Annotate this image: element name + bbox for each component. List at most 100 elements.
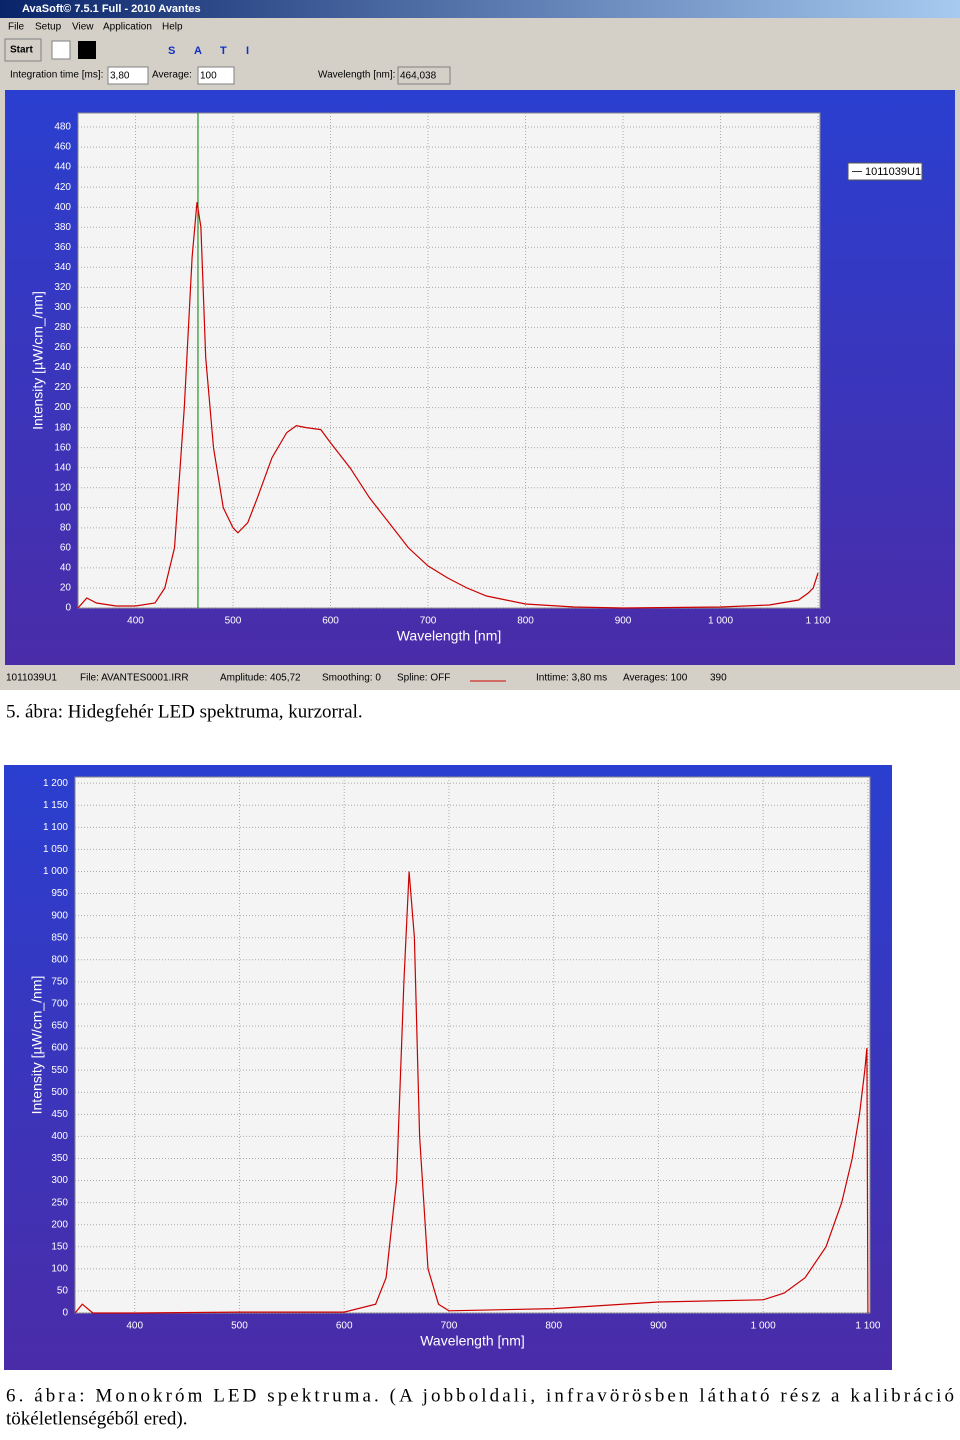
x-tick-label: 600 xyxy=(336,1321,353,1332)
series-line xyxy=(77,202,819,609)
status-item: 390 xyxy=(710,673,727,684)
y-tick-label: 380 xyxy=(54,222,71,233)
field-label: Average: xyxy=(152,70,192,81)
field-label: Wavelength [nm]: xyxy=(318,70,395,81)
menu-item[interactable]: Application xyxy=(103,22,152,33)
tool-button[interactable]: T xyxy=(220,45,227,57)
y-tick-label: 1 150 xyxy=(43,800,68,811)
field-value: 464,038 xyxy=(400,71,437,82)
y-tick-label: 100 xyxy=(51,1263,68,1274)
menu-item[interactable]: Help xyxy=(162,22,183,33)
menu-item[interactable]: Setup xyxy=(35,22,62,33)
x-tick-label: 1 100 xyxy=(855,1321,880,1332)
x-tick-label: 900 xyxy=(615,616,632,627)
y-tick-label: 300 xyxy=(51,1175,68,1186)
y-tick-label: 160 xyxy=(54,442,71,453)
series-line xyxy=(74,871,869,1314)
caption: 5. ábra: Hidegfehér LED spektruma, kurzo… xyxy=(6,701,363,722)
button-label[interactable]: Start xyxy=(10,45,33,56)
field-label: Integration time [ms]: xyxy=(10,70,103,81)
tool-button[interactable] xyxy=(78,41,96,59)
y-tick-label: 1 000 xyxy=(43,866,68,877)
input[interactable] xyxy=(107,66,149,85)
y-axis-title: Intensity [µW/cm_/nm] xyxy=(30,291,46,430)
y-tick-label: 150 xyxy=(51,1241,68,1252)
x-tick-label: 400 xyxy=(127,616,144,627)
field-value: 100 xyxy=(200,71,217,82)
y-tick-label: 120 xyxy=(54,482,71,493)
plot-area xyxy=(77,112,821,609)
input[interactable] xyxy=(197,66,235,85)
y-tick-label: 340 xyxy=(54,262,71,273)
x-tick-label: 1 000 xyxy=(751,1321,776,1332)
x-tick-label: 500 xyxy=(231,1321,248,1332)
y-tick-label: 140 xyxy=(54,462,71,473)
x-tick-label: 800 xyxy=(517,616,534,627)
y-tick-label: 0 xyxy=(62,1308,68,1319)
y-tick-label: 280 xyxy=(54,322,71,333)
x-axis-title: Wavelength [nm] xyxy=(420,1333,525,1349)
legend-label: 1011039U1 xyxy=(865,166,921,178)
x-tick-label: 900 xyxy=(650,1321,667,1332)
y-tick-label: 900 xyxy=(51,910,68,921)
y-tick-label: 1 200 xyxy=(43,778,68,789)
y-tick-label: 250 xyxy=(51,1197,68,1208)
y-tick-label: 300 xyxy=(54,302,71,313)
y-tick-label: 400 xyxy=(54,202,71,213)
button[interactable] xyxy=(4,38,42,62)
tool-button[interactable] xyxy=(51,40,71,60)
y-tick-label: 320 xyxy=(54,282,71,293)
status-item: 1011039U1 xyxy=(6,673,57,684)
x-tick-label: 500 xyxy=(225,616,242,627)
status-item: Smoothing: 0 xyxy=(322,673,381,684)
y-tick-label: 220 xyxy=(54,382,71,393)
y-tick-label: 400 xyxy=(51,1131,68,1142)
status-item: Inttime: 3,80 ms xyxy=(536,673,607,684)
caption: 6. ábra: Monokróm LED spektruma. (A jobb… xyxy=(6,1385,954,1406)
x-tick-label: 800 xyxy=(545,1321,562,1332)
y-tick-label: 600 xyxy=(51,1043,68,1054)
y-tick-label: 700 xyxy=(51,999,68,1010)
y-tick-label: 180 xyxy=(54,422,71,433)
status-item: Amplitude: 405,72 xyxy=(220,673,301,684)
y-tick-label: 850 xyxy=(51,932,68,943)
tool-button[interactable]: I xyxy=(246,45,249,57)
field-value: 3,80 xyxy=(110,71,130,82)
y-tick-label: 350 xyxy=(51,1153,68,1164)
y-tick-label: 1 050 xyxy=(43,844,68,855)
x-tick-label: 700 xyxy=(441,1321,458,1332)
x-tick-label: 1 100 xyxy=(806,616,831,627)
y-tick-label: 100 xyxy=(54,502,71,513)
tool-button[interactable]: S xyxy=(168,45,175,57)
menu-item[interactable]: View xyxy=(72,22,94,33)
y-tick-label: 500 xyxy=(51,1087,68,1098)
y-tick-label: 200 xyxy=(51,1219,68,1230)
x-tick-label: 1 000 xyxy=(708,616,733,627)
y-tick-label: 20 xyxy=(60,583,72,594)
x-tick-label: 600 xyxy=(322,616,339,627)
y-tick-label: 80 xyxy=(60,522,72,533)
y-tick-label: 750 xyxy=(51,977,68,988)
input xyxy=(397,66,451,85)
y-tick-label: 420 xyxy=(54,182,71,193)
y-tick-label: 1 100 xyxy=(43,822,68,833)
y-tick-label: 650 xyxy=(51,1021,68,1032)
y-tick-label: 480 xyxy=(54,122,71,133)
y-axis-title: Intensity [µW/cm_/nm] xyxy=(29,976,45,1115)
caption: tökéletlenségéből ered). xyxy=(6,1408,187,1429)
x-tick-label: 400 xyxy=(126,1321,143,1332)
y-tick-label: 200 xyxy=(54,402,71,413)
y-tick-label: 60 xyxy=(60,543,72,554)
y-tick-label: 550 xyxy=(51,1065,68,1076)
legend-box xyxy=(847,162,923,181)
tool-button[interactable]: A xyxy=(194,45,202,57)
status-item: Averages: 100 xyxy=(623,673,688,684)
y-tick-label: 260 xyxy=(54,342,71,353)
status-item: Spline: OFF xyxy=(397,673,450,684)
x-tick-label: 700 xyxy=(420,616,437,627)
y-tick-label: 360 xyxy=(54,242,71,253)
y-tick-label: 460 xyxy=(54,142,71,153)
menu-item[interactable]: File xyxy=(8,22,25,33)
title-bar xyxy=(0,0,960,18)
